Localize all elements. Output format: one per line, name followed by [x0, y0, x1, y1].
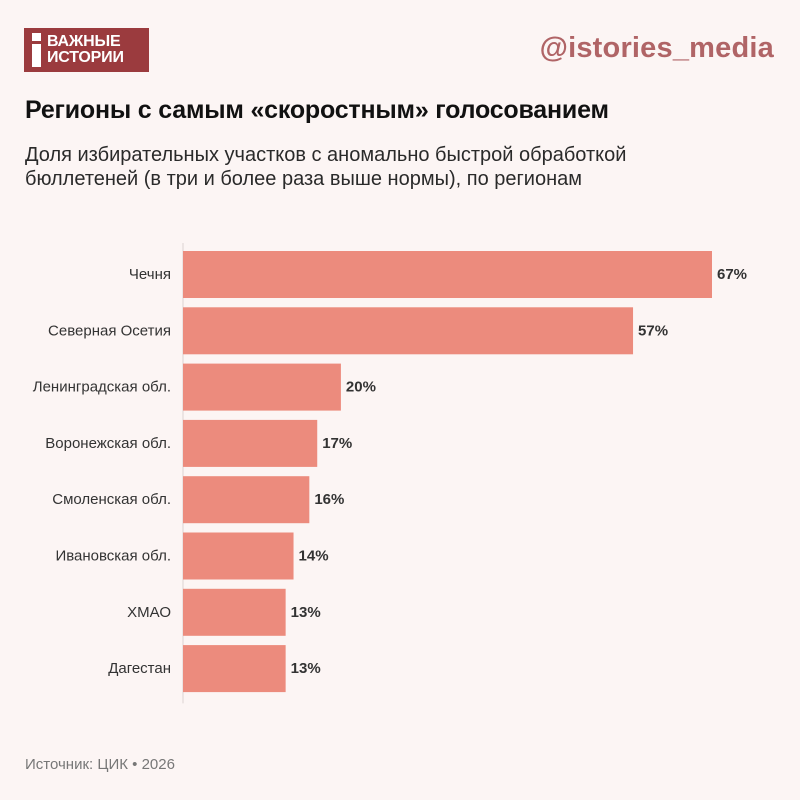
category-label: Смоленская обл.: [52, 491, 171, 508]
value-label: 16%: [314, 491, 344, 508]
bar: [183, 251, 712, 298]
value-label: 20%: [346, 379, 376, 396]
value-label: 67%: [717, 266, 747, 283]
bar: [183, 307, 634, 355]
chart-title: Регионы с самым «скоростным» голосование…: [25, 96, 609, 124]
value-label: 57%: [638, 322, 668, 339]
chart-subtitle: Доля избирательных участков с аномально …: [25, 144, 627, 190]
source-footer: Источник: ЦИК • 2026: [25, 756, 175, 773]
bar-chart: Чечня 67% Северная Осетия 57% Ленинградская …: [33, 243, 747, 704]
category-label: Северная Осетия: [48, 322, 171, 339]
logo-text-line2: ИСТОРИИ: [47, 49, 124, 66]
category-label: Дагестан: [108, 660, 171, 677]
bar: [183, 419, 318, 467]
category-label: Ленинградская обл.: [33, 379, 171, 396]
bar: [183, 645, 286, 693]
bar: [183, 532, 294, 580]
category-label: Чечня: [129, 266, 171, 283]
value-label: 13%: [291, 660, 321, 677]
value-label: 13%: [291, 604, 321, 621]
category-label: ХМАО: [127, 604, 171, 621]
category-label: Ивановская обл.: [55, 548, 171, 565]
bar: [183, 588, 286, 636]
brand-logo: ВАЖНЫЕ ИСТОРИИ: [24, 28, 149, 72]
social-handle: @istories_media: [539, 32, 774, 64]
category-label: Воронежская обл.: [45, 435, 171, 452]
bar: [183, 363, 341, 411]
value-label: 14%: [299, 548, 329, 565]
bar: [183, 476, 310, 524]
value-label: 17%: [322, 435, 352, 452]
logo-text-line1: ВАЖНЫЕ: [47, 33, 121, 50]
logo-i-icon: [32, 33, 41, 67]
